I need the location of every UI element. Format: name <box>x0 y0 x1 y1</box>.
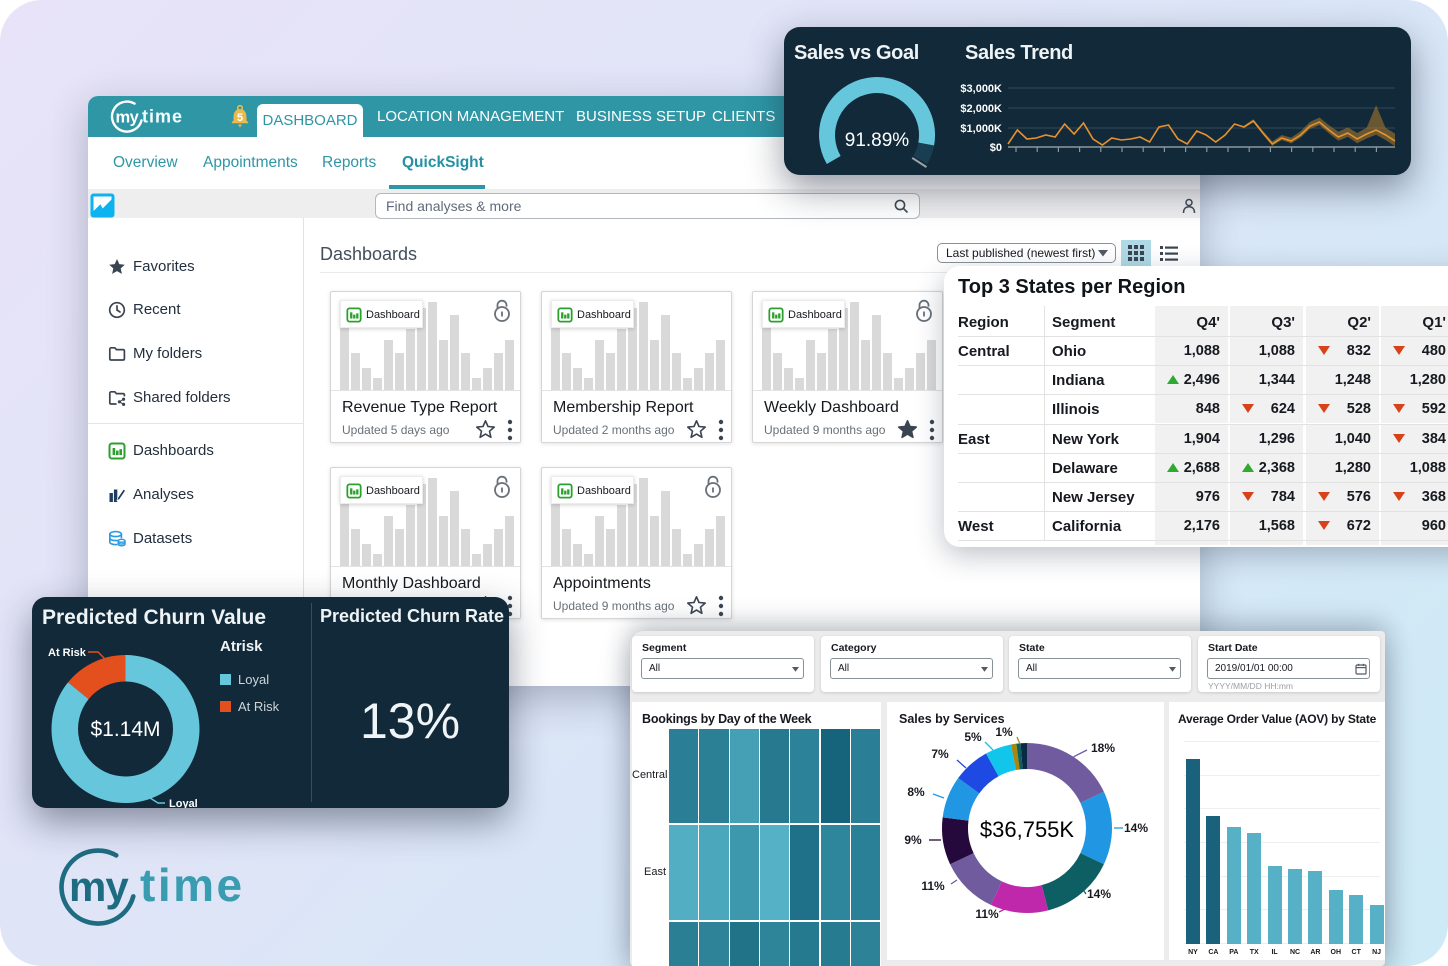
svg-text:9%: 9% <box>904 833 922 847</box>
svg-text:18%: 18% <box>1091 741 1115 755</box>
svg-text:7%: 7% <box>931 747 949 761</box>
svg-text:5%: 5% <box>964 730 982 744</box>
svg-text:$3,000K: $3,000K <box>960 83 1002 95</box>
svg-text:$36,755K: $36,755K <box>980 817 1075 842</box>
svg-text:my: my <box>116 109 140 127</box>
svg-text:$2,000K: $2,000K <box>960 103 1002 115</box>
svg-text:time: time <box>142 107 183 127</box>
svg-text:$0: $0 <box>990 142 1002 154</box>
svg-text:At Risk: At Risk <box>48 647 87 659</box>
svg-text:14%: 14% <box>1124 821 1148 835</box>
svg-text:11%: 11% <box>975 907 999 921</box>
svg-text:Loyal: Loyal <box>169 798 198 808</box>
svg-text:14%: 14% <box>1087 887 1111 901</box>
svg-text:my: my <box>69 863 129 910</box>
svg-text:5: 5 <box>237 112 243 124</box>
svg-text:11%: 11% <box>921 879 945 893</box>
svg-text:8%: 8% <box>907 785 925 799</box>
svg-text:$1.14M: $1.14M <box>90 718 160 741</box>
svg-text:91.89%: 91.89% <box>845 130 910 151</box>
svg-text:time: time <box>140 859 245 911</box>
svg-text:1%: 1% <box>995 725 1013 739</box>
svg-text:$1,000K: $1,000K <box>960 123 1002 135</box>
